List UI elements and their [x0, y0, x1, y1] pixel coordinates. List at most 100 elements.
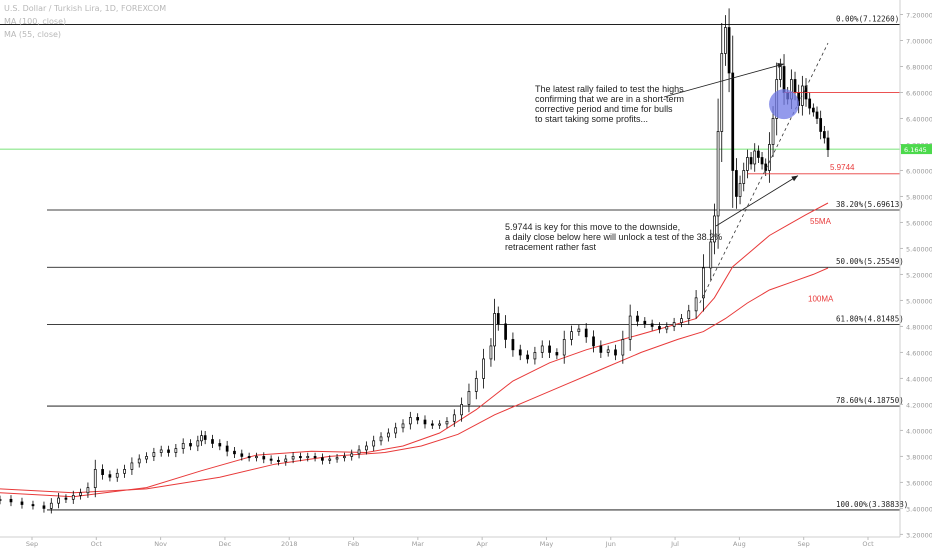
bottom-annotation-line: 5.9744 is key for this move to the downs…	[505, 222, 681, 232]
candle-body	[452, 414, 456, 422]
candle-body	[101, 469, 104, 475]
candle-body	[467, 391, 471, 405]
candle-body	[401, 423, 405, 429]
time-tick-label: Sep	[798, 540, 810, 548]
time-tick-label: Sep	[26, 540, 38, 548]
candle-body	[240, 453, 244, 457]
candle-body	[592, 336, 595, 347]
time-tick-label: 2018	[281, 540, 298, 548]
indicator-ma100: MA (100, close)	[4, 17, 67, 26]
candle-body	[130, 462, 134, 470]
candle-body	[793, 79, 797, 93]
candle-body	[247, 456, 251, 459]
candle-body	[108, 474, 112, 478]
candle-body	[779, 66, 782, 80]
fib-levels: 0.00%(7.12260) 38.20%(5.69613) 50.00%(5.25…	[0, 15, 908, 511]
candle-body	[650, 323, 654, 327]
fib-label: 50.00%(5.25549)	[836, 257, 904, 266]
candle-body	[262, 456, 266, 460]
candle-body	[504, 323, 507, 340]
candle-body	[79, 492, 82, 496]
candle-body	[735, 170, 738, 197]
fib-label: 100.00%(3.38838)	[836, 500, 908, 509]
candle-body	[181, 443, 185, 449]
candle-body	[482, 358, 485, 379]
candle-body	[277, 459, 280, 462]
fib-label: 0.00%(7.12260)	[836, 15, 899, 24]
time-tick-label: Aug	[733, 540, 746, 548]
candle-body	[64, 497, 68, 500]
price-tick-label: 6.60000	[906, 89, 932, 97]
candle-body	[811, 107, 815, 113]
candle-body	[445, 420, 449, 425]
candle-body	[746, 157, 749, 171]
time-tick-label: Jul	[670, 540, 679, 548]
candle-body	[115, 472, 119, 478]
price-tick-label: 4.40000	[906, 375, 932, 383]
candle-body	[496, 313, 500, 325]
current-price-label: 6.1645	[904, 146, 927, 154]
candle-body	[233, 450, 236, 455]
candle-body	[20, 501, 24, 505]
chart-annotations: 5.9744 55MA 100MA	[663, 42, 900, 304]
time-tick-label: Nov	[154, 540, 167, 548]
price-tick-label: 6.40000	[906, 115, 932, 123]
bottom-annotation-line: a daily close below here will unlock a t…	[505, 232, 723, 242]
candle-body	[489, 345, 493, 360]
time-tick-label: Dec	[219, 540, 232, 548]
price-tick-label: 5.20000	[906, 271, 932, 279]
ma100-label: 100MA	[808, 295, 834, 304]
candle-body	[716, 131, 720, 217]
candle-body	[709, 241, 713, 269]
candle-body	[702, 267, 705, 299]
key-level-label: 5.9744	[830, 163, 855, 172]
candle-body	[86, 487, 90, 494]
price-tick-label: 5.80000	[906, 193, 932, 201]
candle-body	[577, 328, 581, 332]
bottom-annotation-line: retracement rather fast	[505, 242, 597, 252]
bottom-annotation: 5.9744 is key for this move to the downs…	[505, 222, 722, 252]
candle-body	[269, 458, 273, 461]
candle-body	[822, 131, 826, 139]
price-tick-label: 4.60000	[906, 349, 932, 357]
symbol-title: U.S. Dollar / Turkish Lira, 1D, FOREXCOM	[4, 4, 167, 13]
candle-body	[49, 502, 53, 509]
candle-body	[386, 432, 390, 438]
candle-body	[174, 448, 178, 453]
price-tick-label: 5.60000	[906, 219, 932, 227]
price-tick-label: 7.00000	[906, 37, 932, 45]
fib-label: 38.20%(5.69613)	[836, 200, 904, 209]
candle-body	[306, 456, 310, 459]
candle-body	[211, 439, 214, 444]
candle-body	[255, 456, 258, 459]
ma55-label: 55MA	[810, 217, 832, 226]
candle-body	[570, 331, 573, 340]
candle-body	[742, 170, 746, 184]
candle-body	[408, 417, 412, 425]
candle-body	[808, 98, 812, 109]
candle-body	[713, 215, 716, 243]
candle-body	[189, 443, 192, 447]
top-annotation-line: corrective period and time for bulls	[535, 104, 673, 114]
price-tick-label: 4.80000	[906, 323, 932, 331]
price-tick-label: 3.60000	[906, 479, 932, 487]
candle-body	[93, 469, 97, 488]
time-tick-label: Oct	[91, 540, 103, 548]
candle-body	[738, 183, 742, 197]
top-annotation-line: to start taking some profits...	[535, 114, 649, 124]
candle-body	[71, 495, 75, 500]
candle-body	[826, 137, 830, 151]
candle-body	[372, 440, 376, 447]
arrow-bottom	[715, 175, 799, 227]
candle-body	[643, 320, 647, 325]
candle-body	[599, 345, 603, 353]
candle-body	[42, 505, 46, 509]
current-price-tag	[901, 144, 932, 155]
candle-body	[299, 456, 302, 459]
candle-body	[782, 66, 786, 93]
candle-body	[474, 378, 478, 392]
candle-body	[438, 423, 442, 426]
candle-body	[720, 53, 724, 132]
